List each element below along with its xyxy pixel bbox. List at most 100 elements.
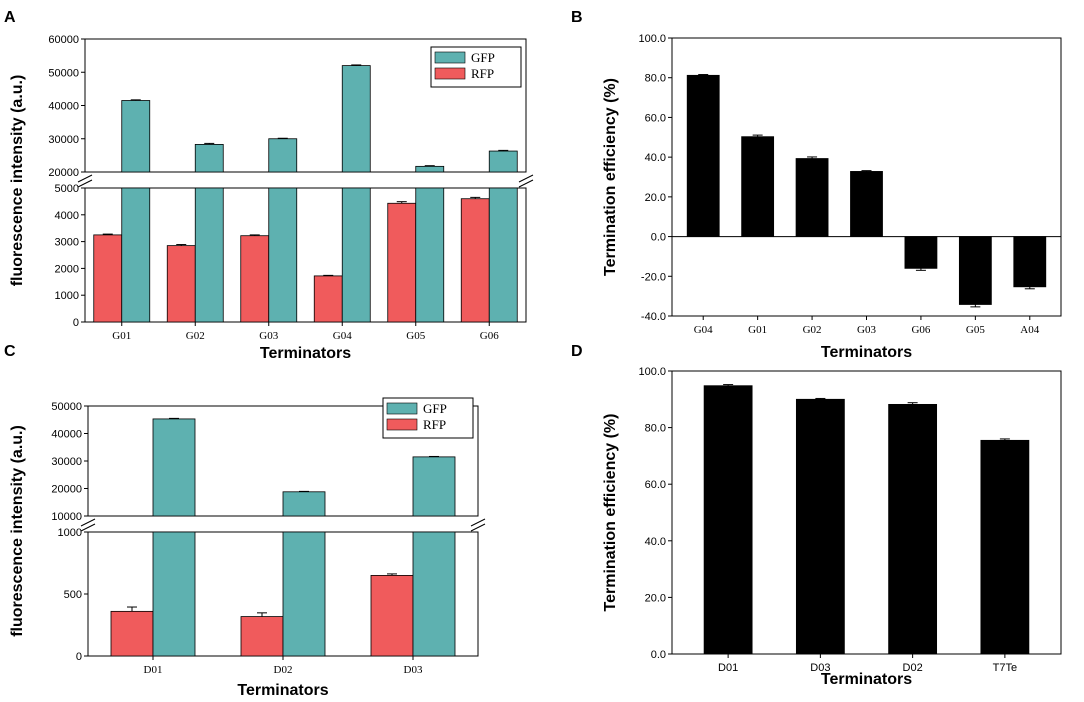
bar <box>1013 236 1047 288</box>
gfp-bar-lower <box>341 187 371 323</box>
y-tick-label: 1000 <box>58 527 82 539</box>
panel-a: A G01 G02 G03 G04 G05 G06 0 1000 2000 3000 4000 5000… <box>4 9 534 362</box>
gfp-bar-upper <box>412 456 456 517</box>
panel-b: B G04 G01 G02 G03 G06 G05 A04 100.0 80.0 60.0 40.0 2… <box>571 9 1062 361</box>
x-tick-label: D03 <box>810 662 830 674</box>
gfp-bar-lower <box>282 531 326 657</box>
legend-label: GFP <box>471 50 495 65</box>
rfp-bar <box>93 234 123 323</box>
x-tick-label: G05 <box>966 324 985 336</box>
bar <box>980 439 1030 655</box>
y-tick-label: 100.0 <box>638 33 666 45</box>
x-tick-label: G01 <box>112 330 131 342</box>
y-tick-label: 80.0 <box>645 73 666 85</box>
x-axis-title: Terminators <box>260 345 351 362</box>
plot-frame <box>671 370 1062 655</box>
axis-break-left-line-1 <box>80 518 96 527</box>
x-axis-title: Terminators <box>821 344 912 361</box>
y-tick-label: 50000 <box>48 67 79 79</box>
axis-break-right-line-1 <box>470 518 486 527</box>
panel-letter: A <box>4 9 16 26</box>
x-axis-title: Terminators <box>237 682 328 699</box>
x-tick-label: G06 <box>911 324 930 336</box>
y-tick-label: 2000 <box>55 263 79 275</box>
panel-letter: C <box>4 343 16 360</box>
y-tick-label: 4000 <box>55 210 79 222</box>
y-tick-label: 20.0 <box>645 592 666 604</box>
x-tick-label: G05 <box>406 330 425 342</box>
legend-swatch <box>434 51 466 64</box>
bar <box>703 385 753 655</box>
gfp-bar-upper <box>488 150 518 173</box>
bar <box>795 398 845 655</box>
panel-letter: D <box>571 343 583 360</box>
bar <box>686 74 720 237</box>
y-tick-label: -40.0 <box>641 311 666 323</box>
y-tick-label: 5000 <box>55 183 79 195</box>
x-tick-label: A04 <box>1020 324 1039 336</box>
y-tick-label: 0.0 <box>651 232 666 244</box>
x-tick-label: G04 <box>694 324 713 336</box>
y-tick-label: 0.0 <box>651 649 666 661</box>
y-tick-label: 50000 <box>51 401 82 413</box>
gfp-bar-upper <box>282 491 326 517</box>
legend-label: GFP <box>423 401 447 416</box>
gfp-bar-lower <box>152 531 196 657</box>
y-tick-label: 60.0 <box>645 479 666 491</box>
legend-swatch <box>434 67 466 80</box>
y-tick-label: -20.0 <box>641 271 666 283</box>
x-tick-label: G02 <box>803 324 822 336</box>
gfp-bar-upper <box>341 65 371 173</box>
y-tick-label: 40000 <box>48 101 79 113</box>
y-axis-title: Termination efficiency (%) <box>602 78 619 276</box>
bar <box>958 236 992 305</box>
gfp-bar-upper <box>152 418 196 517</box>
axis-break-left-line-2 <box>77 179 93 188</box>
legend-label: RFP <box>471 66 494 81</box>
y-axis-title: fluorescence intensity (a.u.) <box>9 425 26 637</box>
axis-break-left-line-2 <box>80 523 96 532</box>
y-tick-label: 40.0 <box>645 536 666 548</box>
gfp-bar-upper <box>268 138 298 173</box>
axis-break-right-line-2 <box>470 523 486 532</box>
legend-swatch <box>386 418 418 431</box>
panel-d: D D01 D03 D02 T7Te 100.0 80.0 60.0 40.0 20.0 0.0 Te… <box>571 343 1062 688</box>
y-tick-label: 30000 <box>51 456 82 468</box>
x-tick-label: G01 <box>748 324 767 336</box>
axis-break-right-line-1 <box>518 174 534 183</box>
axis-break-right-line-2 <box>518 179 534 188</box>
y-tick-label: 20.0 <box>645 192 666 204</box>
y-tick-label: 20000 <box>48 167 79 179</box>
lower-plot-frame <box>84 187 527 323</box>
y-tick-label: 60000 <box>48 34 79 46</box>
rfp-bar <box>240 235 270 323</box>
rfp-bar <box>387 202 417 323</box>
rfp-bar <box>313 275 343 323</box>
y-tick-label: 60.0 <box>645 112 666 124</box>
x-tick-label: G04 <box>333 330 352 342</box>
y-tick-label: 40000 <box>51 429 82 441</box>
y-tick-label: 0 <box>76 651 82 663</box>
panel-letter: B <box>571 9 583 26</box>
bar <box>741 136 775 237</box>
gfp-bar-upper <box>194 144 224 173</box>
gfp-bar-upper <box>415 165 445 173</box>
x-tick-label: D01 <box>144 664 163 676</box>
x-tick-label: G06 <box>480 330 499 342</box>
y-tick-label: 500 <box>64 589 82 601</box>
rfp-bar <box>370 575 414 657</box>
y-tick-label: 3000 <box>55 237 79 249</box>
x-tick-label: D01 <box>718 662 738 674</box>
gfp-bar-lower <box>194 187 224 323</box>
y-tick-label: 40.0 <box>645 152 666 164</box>
gfp-bar-upper <box>121 100 151 173</box>
gfp-bar-lower <box>415 187 445 323</box>
rfp-bar <box>166 245 196 323</box>
x-tick-label: D02 <box>274 664 293 676</box>
x-tick-label: T7Te <box>993 662 1017 674</box>
y-axis-title: Termination efficiency (%) <box>602 414 619 612</box>
x-tick-label: G03 <box>857 324 876 336</box>
legend-label: RFP <box>423 417 446 432</box>
x-axis-title: Terminators <box>821 671 912 688</box>
